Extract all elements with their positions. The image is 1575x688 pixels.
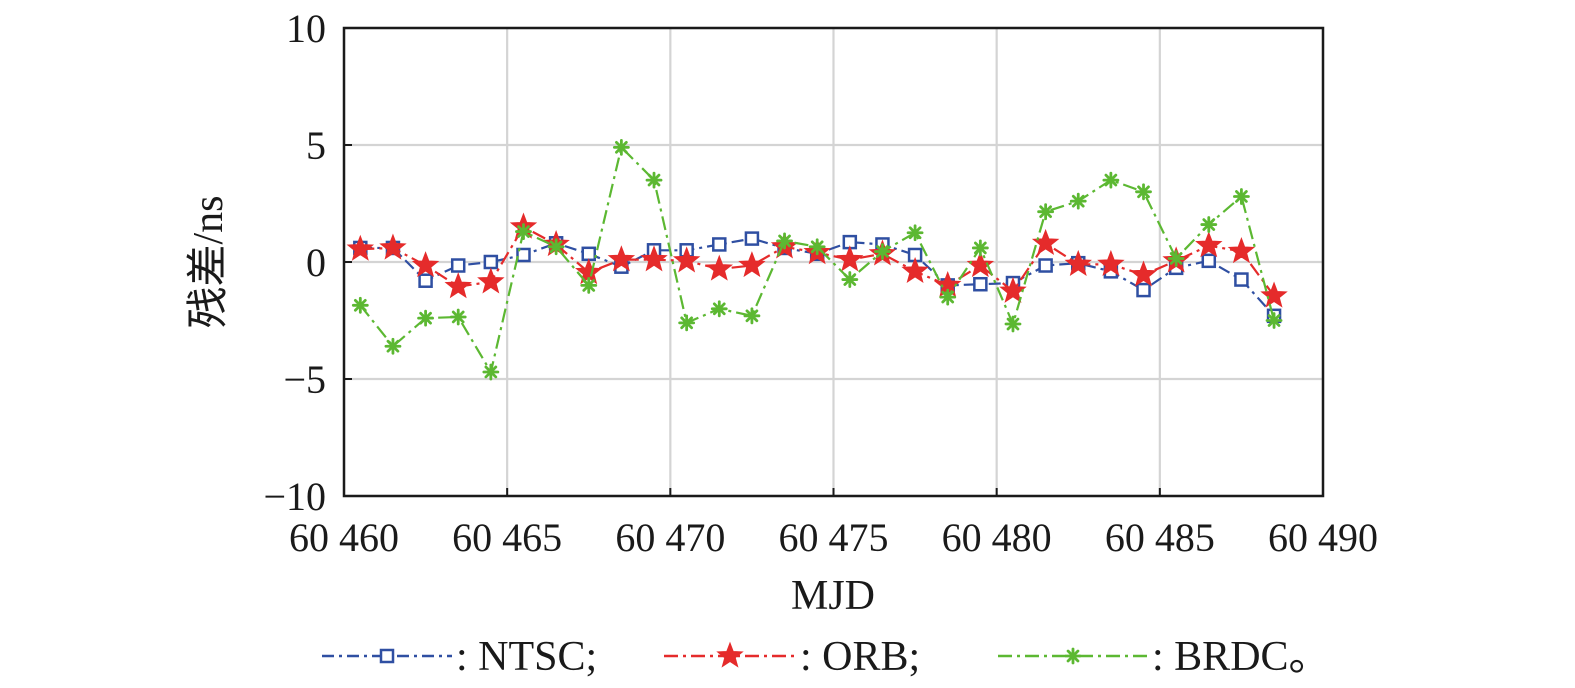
x-tick-label: 60 480 <box>942 515 1052 560</box>
data-point <box>1136 282 1151 298</box>
data-point <box>1037 203 1055 221</box>
data-point <box>1031 228 1060 255</box>
data-point <box>1233 188 1250 205</box>
y-tick-label: 5 <box>306 123 326 168</box>
data-point <box>1201 253 1217 269</box>
data-point <box>449 308 467 326</box>
data-point <box>744 231 760 246</box>
data-point <box>1097 249 1125 277</box>
data-point <box>906 224 924 242</box>
data-point <box>841 271 859 288</box>
y-tick-label: −10 <box>263 474 326 519</box>
data-point <box>678 314 696 332</box>
legend-label: : BRDC。 <box>1152 634 1331 680</box>
legend-item-ntsc: : NTSC; <box>322 634 597 680</box>
data-point <box>483 254 499 270</box>
data-point <box>607 245 636 272</box>
data-point <box>379 233 407 260</box>
data-point <box>1069 192 1087 210</box>
data-point <box>1234 272 1249 287</box>
data-point <box>1102 171 1120 189</box>
x-axis-title: MJD <box>791 573 875 619</box>
data-point <box>901 256 929 284</box>
x-axis: 60 460 60 465 60 470 60 475 60 480 60 485 60 4… <box>289 488 1378 560</box>
data-point <box>515 223 532 240</box>
data-point <box>444 272 472 299</box>
legend-item-orb: : ORB; <box>664 634 920 680</box>
data-point <box>1195 231 1223 258</box>
data-point <box>939 288 957 306</box>
x-tick-label: 60 475 <box>779 515 889 560</box>
x-tick-label: 60 485 <box>1105 515 1215 560</box>
data-point <box>971 239 989 257</box>
data-point <box>418 273 433 288</box>
data-point <box>645 171 663 189</box>
data-point <box>516 247 531 263</box>
x-tick-label: 60 465 <box>452 515 562 560</box>
x-tick-label: 60 460 <box>289 515 399 560</box>
data-point <box>417 309 434 327</box>
y-tick-label: 10 <box>286 6 326 51</box>
data-point <box>1167 250 1185 267</box>
y-tick-label: 0 <box>306 240 326 285</box>
legend: : NTSC; : ORB; : BRDC。 <box>322 634 1331 680</box>
data-point <box>384 337 402 355</box>
data-point <box>738 251 766 278</box>
data-point <box>1265 312 1283 329</box>
data-point <box>874 243 891 260</box>
data-point <box>776 232 793 250</box>
data-point <box>1227 237 1256 264</box>
data-point <box>743 307 761 325</box>
series-layer <box>346 138 1288 381</box>
data-point <box>547 238 565 256</box>
data-point <box>973 276 988 292</box>
legend-item-brdc: : BRDC。 <box>998 634 1331 680</box>
legend-marker <box>716 641 744 668</box>
data-point <box>705 254 733 281</box>
y-axis: 10 5 0 −5 −10 <box>263 6 352 519</box>
data-point <box>1200 216 1218 233</box>
x-tick-label: 60 470 <box>615 515 725 560</box>
data-point <box>477 267 505 294</box>
legend-label: : ORB; <box>800 634 920 680</box>
x-tick-label: 60 490 <box>1268 515 1378 560</box>
legend-label: : NTSC; <box>456 634 597 680</box>
data-point <box>612 138 630 156</box>
data-point <box>640 245 668 272</box>
y-axis-title: 残差/ns <box>186 195 232 328</box>
series-line <box>360 237 1275 317</box>
series-brdc <box>351 138 1283 381</box>
legend-marker <box>379 648 395 664</box>
data-point <box>1129 260 1158 287</box>
data-point <box>1260 281 1288 308</box>
data-point <box>346 234 375 261</box>
legend-marker <box>1064 647 1082 665</box>
data-point <box>1064 249 1092 277</box>
data-point <box>836 245 864 272</box>
data-point <box>710 300 728 318</box>
data-point <box>808 238 826 256</box>
data-point <box>1135 183 1152 201</box>
data-point <box>351 296 369 314</box>
data-point <box>1038 258 1053 273</box>
data-point <box>672 246 701 273</box>
y-tick-label: −5 <box>283 357 326 402</box>
data-point <box>581 246 596 262</box>
data-point <box>712 237 727 252</box>
data-point <box>1004 315 1022 333</box>
data-point <box>450 258 466 273</box>
data-point <box>411 251 440 278</box>
data-point <box>999 276 1027 303</box>
data-point <box>482 363 500 381</box>
data-point <box>580 276 598 294</box>
